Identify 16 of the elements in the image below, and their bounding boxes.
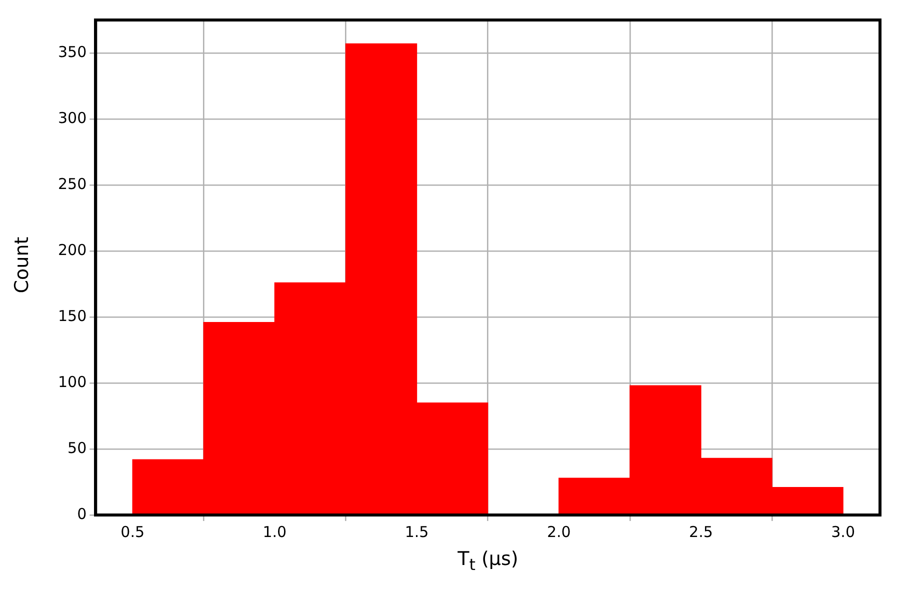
y-tick-label: 0 bbox=[77, 504, 87, 523]
y-tick-label: 100 bbox=[58, 372, 87, 391]
y-tick-label: 250 bbox=[58, 174, 87, 193]
x-tick-label: 2.5 bbox=[689, 522, 713, 541]
y-axis-title: Count bbox=[11, 236, 33, 295]
y-tick-label: 300 bbox=[58, 108, 87, 127]
y-tick-label: 350 bbox=[58, 42, 87, 61]
x-axis-title: T$_{t}$ (μs) bbox=[456, 548, 520, 574]
y-tick-label: 200 bbox=[58, 240, 87, 259]
x-tick-label: 3.0 bbox=[831, 522, 855, 541]
x-tick-label: 0.5 bbox=[120, 522, 145, 541]
x-tick-label: 2.0 bbox=[546, 522, 571, 541]
y-tick-label: 150 bbox=[58, 306, 87, 325]
x-tick-label: 1.0 bbox=[262, 522, 287, 541]
y-tick-label: 50 bbox=[68, 438, 87, 457]
x-tick-label: 1.5 bbox=[404, 522, 429, 541]
